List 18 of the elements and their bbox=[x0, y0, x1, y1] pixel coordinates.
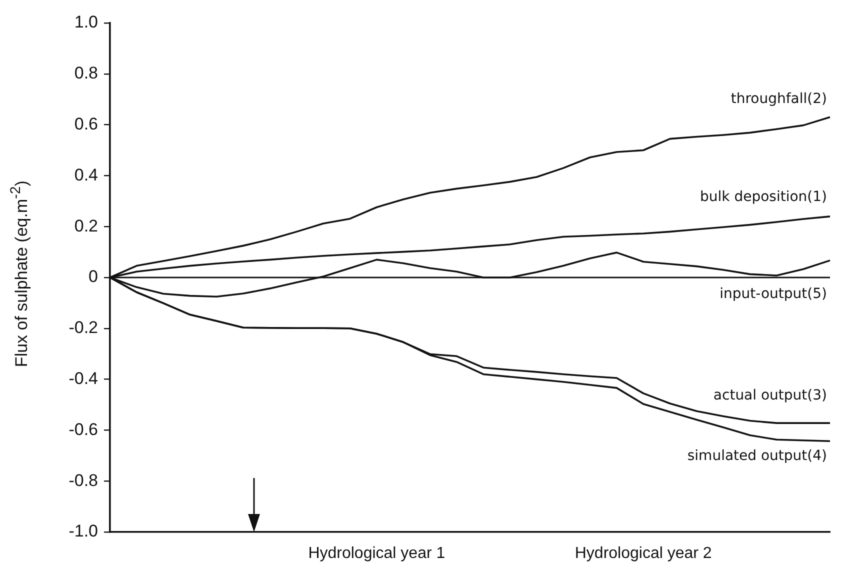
y-tick-label: -0.6 bbox=[68, 420, 98, 439]
y-tick-label: -1.0 bbox=[68, 522, 98, 541]
y-tick-label: -0.4 bbox=[68, 368, 98, 388]
y-tick-label: -0.2 bbox=[68, 318, 98, 338]
series-label: input-output(5) bbox=[720, 286, 827, 302]
series-label: bulk deposition(1) bbox=[700, 189, 827, 206]
y-tick-label: 0.4 bbox=[74, 165, 98, 184]
x-tick-label: Hydrological year 1 bbox=[308, 545, 446, 562]
y-tick-label: -0.8 bbox=[68, 470, 98, 490]
x-tick-label: Hydrological year 2 bbox=[574, 545, 712, 562]
series-label: simulated output(4) bbox=[687, 448, 827, 464]
y-tick-label: 1.0 bbox=[74, 12, 98, 32]
series-label: throughfall(2) bbox=[730, 90, 827, 107]
y-tick-label: 0.2 bbox=[74, 216, 98, 236]
y-tick-label: 0 bbox=[88, 267, 98, 286]
y-tick-label: 0.6 bbox=[74, 114, 98, 134]
y-tick-label: 0.8 bbox=[74, 64, 98, 83]
series-label: actual output(3) bbox=[713, 388, 827, 404]
